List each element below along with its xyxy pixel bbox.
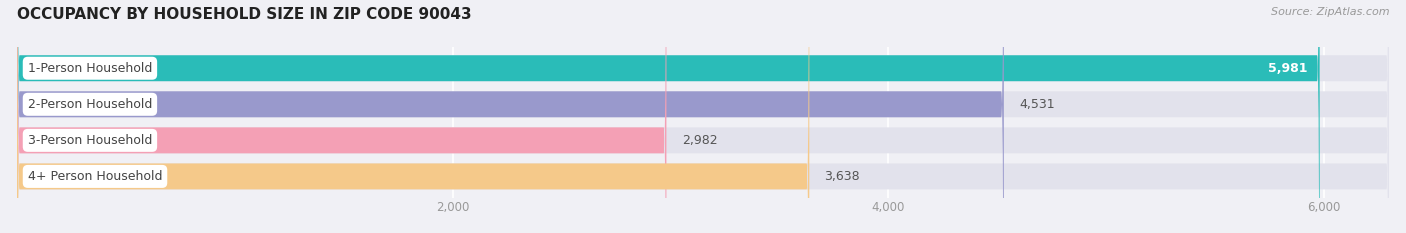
Text: 3,638: 3,638: [824, 170, 860, 183]
FancyBboxPatch shape: [17, 0, 666, 233]
Text: 4,531: 4,531: [1019, 98, 1054, 111]
FancyBboxPatch shape: [17, 0, 1389, 233]
Text: Source: ZipAtlas.com: Source: ZipAtlas.com: [1271, 7, 1389, 17]
Text: 2,982: 2,982: [682, 134, 717, 147]
FancyBboxPatch shape: [17, 0, 810, 233]
Text: 1-Person Household: 1-Person Household: [28, 62, 152, 75]
FancyBboxPatch shape: [17, 0, 1320, 233]
Text: OCCUPANCY BY HOUSEHOLD SIZE IN ZIP CODE 90043: OCCUPANCY BY HOUSEHOLD SIZE IN ZIP CODE …: [17, 7, 471, 22]
Text: 4+ Person Household: 4+ Person Household: [28, 170, 162, 183]
FancyBboxPatch shape: [17, 0, 1389, 233]
FancyBboxPatch shape: [17, 0, 1004, 233]
Text: 3-Person Household: 3-Person Household: [28, 134, 152, 147]
Text: 2-Person Household: 2-Person Household: [28, 98, 152, 111]
FancyBboxPatch shape: [17, 0, 1389, 233]
FancyBboxPatch shape: [17, 0, 1389, 233]
Text: 5,981: 5,981: [1268, 62, 1308, 75]
